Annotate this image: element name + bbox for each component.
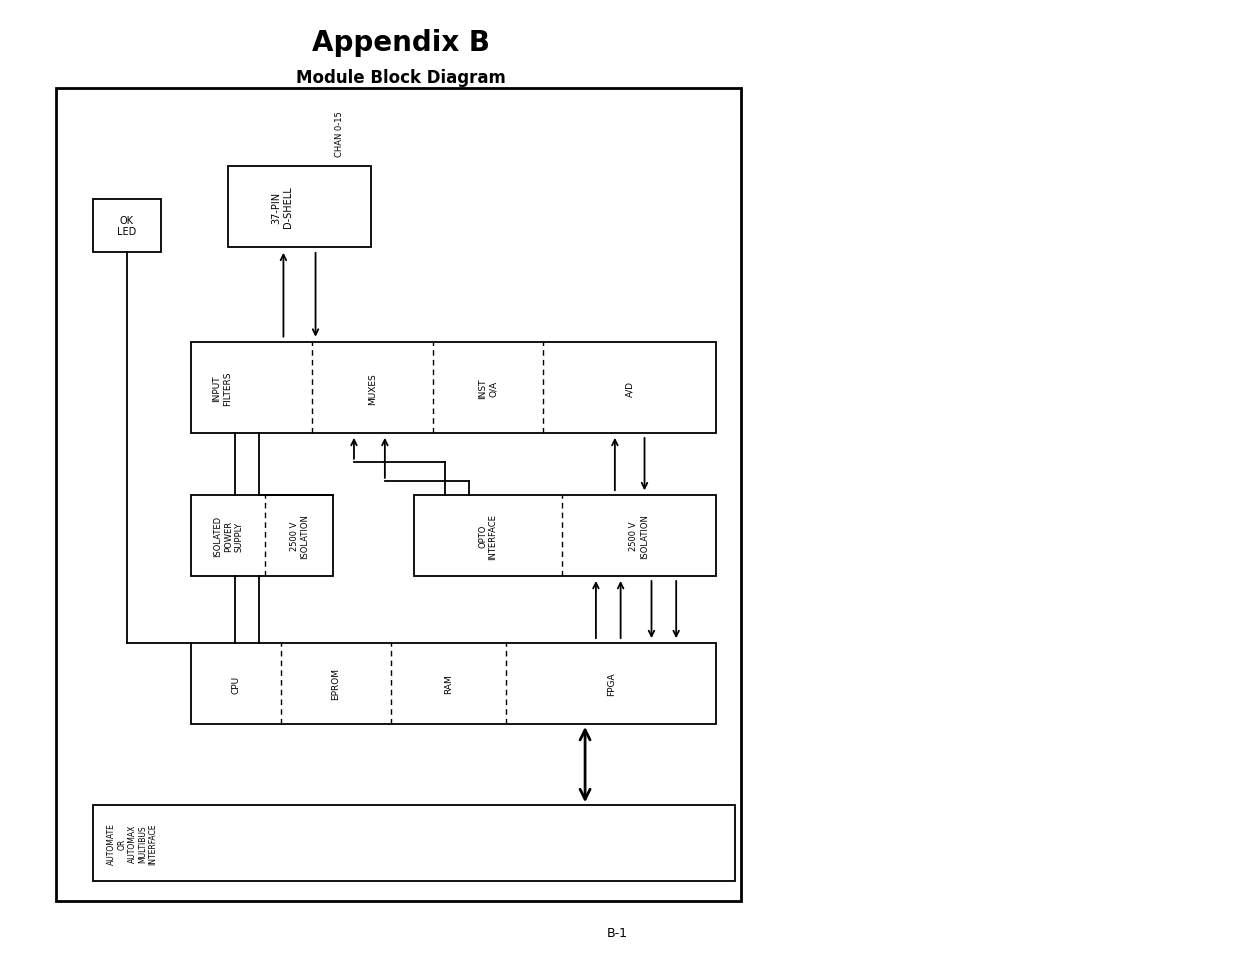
Bar [191,343,716,434]
Text: MUXES: MUXES [368,373,377,404]
Text: AUTOMATE
OR
AUTOMAX
MULTIBUS
INTERFACE: AUTOMATE OR AUTOMAX MULTIBUS INTERFACE [107,822,157,864]
Bar [191,496,333,577]
Bar [93,805,735,882]
Text: 2500 V
ISOLATION: 2500 V ISOLATION [290,514,309,558]
Bar [93,200,161,253]
Bar [191,643,716,724]
Text: FPGA: FPGA [606,672,616,696]
Text: RAM: RAM [445,674,453,694]
Bar [56,89,741,901]
Text: CHAN 0-15: CHAN 0-15 [335,112,343,157]
Text: OPTO
INTERFACE: OPTO INTERFACE [478,513,498,559]
Text: INPUT
FILTERS: INPUT FILTERS [212,371,232,406]
Text: Appendix B: Appendix B [312,29,490,57]
Text: CPU: CPU [231,675,241,693]
Bar [228,167,370,248]
Text: Module Block Diagram: Module Block Diagram [296,70,506,87]
Text: INST
O/A: INST O/A [478,378,498,398]
Text: ISOLATED
POWER
SUPPLY: ISOLATED POWER SUPPLY [214,516,243,557]
Text: OK
LED: OK LED [117,215,136,237]
Bar [414,496,716,577]
Text: EPROM: EPROM [331,668,341,700]
Text: 37-PIN
D-SHELL: 37-PIN D-SHELL [272,187,293,228]
Text: 2500 V
ISOLATION: 2500 V ISOLATION [630,514,648,558]
Text: B-1: B-1 [606,925,629,939]
Text: A/D: A/D [625,380,635,396]
